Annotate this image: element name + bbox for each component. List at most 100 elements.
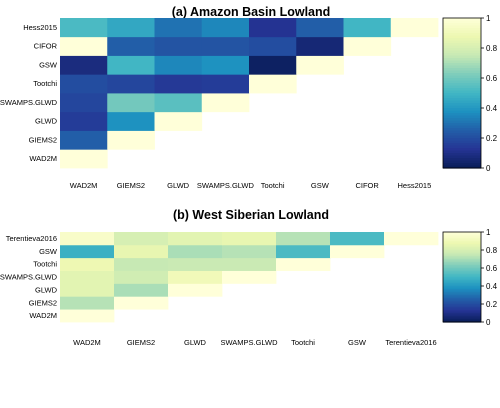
colorbar-segment bbox=[443, 290, 481, 293]
colorbar-tick-label: 1 bbox=[486, 228, 491, 237]
colorbar-segment bbox=[443, 298, 481, 301]
colorbar-segment bbox=[443, 143, 481, 147]
heatmap-cell bbox=[201, 74, 250, 94]
heatmap-cell bbox=[60, 309, 115, 323]
colorbar-segment bbox=[443, 311, 481, 314]
colorbar-tick-label: 0.2 bbox=[486, 300, 498, 309]
colorbar-segment bbox=[443, 160, 481, 164]
x-tick-label: Hess2015 bbox=[397, 181, 431, 190]
colorbar-segment bbox=[443, 257, 481, 260]
heatmap-cell bbox=[107, 93, 155, 113]
heatmap-cell bbox=[154, 93, 203, 113]
colorbar-segment bbox=[443, 316, 481, 319]
colorbar-segment bbox=[443, 266, 481, 269]
heatmap-cell bbox=[168, 257, 223, 271]
heatmap-cell bbox=[114, 257, 169, 271]
y-tick-label: GSW bbox=[39, 60, 58, 69]
heatmap-cell bbox=[60, 244, 115, 259]
heatmap-cell bbox=[114, 296, 169, 310]
colorbar-tick-label: 0 bbox=[486, 318, 491, 327]
heatmap-cell bbox=[343, 18, 392, 38]
colorbar-segment bbox=[443, 239, 481, 242]
colorbar-segment bbox=[443, 128, 481, 132]
y-tick-label: Hess2015 bbox=[23, 23, 57, 32]
colorbar-segment bbox=[443, 245, 481, 248]
heatmap-cell bbox=[222, 257, 277, 271]
heatmap-cell bbox=[384, 232, 439, 246]
colorbar-segment bbox=[443, 247, 481, 250]
colorbar-segment bbox=[443, 35, 481, 39]
colorbar-segment bbox=[443, 103, 481, 107]
colorbar-segment bbox=[443, 115, 481, 119]
colorbar-segment bbox=[443, 238, 481, 241]
colorbar-segment bbox=[443, 18, 481, 22]
colorbar-segment bbox=[443, 293, 481, 296]
colorbar-segment bbox=[443, 73, 481, 77]
heatmap-cell bbox=[107, 130, 155, 150]
colorbar-segment bbox=[443, 236, 481, 239]
heatmap-cell bbox=[201, 36, 250, 56]
colorbar-segment bbox=[443, 60, 481, 64]
colorbar-segment bbox=[443, 40, 481, 44]
colorbar-frame bbox=[442, 17, 482, 169]
colorbar-segment bbox=[443, 20, 481, 24]
colorbar-tick-label: 0 bbox=[486, 164, 491, 173]
colorbar-tick-label: 0.6 bbox=[486, 264, 498, 273]
colorbar-segment bbox=[443, 248, 481, 251]
panel-amazon: (a) Amazon Basin Lowland WAD2M GIEMS2 GLWD… bbox=[0, 5, 498, 190]
heatmap-cell bbox=[201, 93, 250, 113]
colorbar-segment bbox=[443, 241, 481, 244]
colorbar-tick-label: 0.4 bbox=[486, 282, 498, 291]
heatmap-cell bbox=[107, 111, 155, 131]
colorbar-segment bbox=[443, 135, 481, 139]
colorbar-segment bbox=[443, 280, 481, 283]
colorbar-segment bbox=[443, 95, 481, 99]
colorbar-segment bbox=[443, 253, 481, 256]
colorbar-segment bbox=[443, 110, 481, 114]
colorbar-segment bbox=[443, 108, 481, 112]
colorbar-segment bbox=[443, 254, 481, 257]
colorbar-segment bbox=[443, 268, 481, 271]
colorbar-segment bbox=[443, 138, 481, 142]
colorbar-segment bbox=[443, 58, 481, 62]
colorbar-segment bbox=[443, 88, 481, 92]
y-tick-label: GIEMS2 bbox=[29, 135, 57, 144]
x-tick-label: Tootchi bbox=[261, 181, 285, 190]
x-tick-label: Terentieva2016 bbox=[385, 338, 436, 347]
colorbar-segment bbox=[443, 256, 481, 259]
heatmap-cell bbox=[249, 55, 297, 75]
panel-title: (a) Amazon Basin Lowland bbox=[172, 5, 331, 19]
colorbar-segment bbox=[443, 272, 481, 275]
heatmap-cell bbox=[60, 74, 108, 94]
colorbar-segment bbox=[443, 30, 481, 34]
colorbar-segment bbox=[443, 33, 481, 37]
colorbar-segment bbox=[443, 292, 481, 295]
x-tick-label: GSW bbox=[348, 338, 367, 347]
colorbar-segment bbox=[443, 319, 481, 322]
x-tick-label: GIEMS2 bbox=[117, 181, 145, 190]
colorbar-segment bbox=[443, 313, 481, 316]
colorbar-segment bbox=[443, 80, 481, 84]
heatmap-cell bbox=[107, 74, 155, 94]
colorbar-segment bbox=[443, 38, 481, 42]
colorbar-segment bbox=[443, 130, 481, 134]
colorbar-segment bbox=[443, 75, 481, 79]
heatmap-cell bbox=[60, 232, 115, 246]
heatmap-cell bbox=[154, 55, 203, 75]
colorbar-segment bbox=[443, 263, 481, 266]
colorbar-segment bbox=[443, 65, 481, 69]
heatmap-cell bbox=[390, 18, 439, 38]
colorbar-segment bbox=[443, 23, 481, 27]
heatmap-cell bbox=[60, 149, 108, 169]
colorbar-segment bbox=[443, 242, 481, 245]
colorbar-segment bbox=[443, 83, 481, 87]
colorbar-segment bbox=[443, 314, 481, 317]
colorbar-segment bbox=[443, 274, 481, 277]
colorbar-segment bbox=[443, 262, 481, 265]
colorbar-tick-label: 0.6 bbox=[486, 74, 498, 83]
y-tick-label: GIEMS2 bbox=[29, 298, 57, 307]
colorbar-segment bbox=[443, 305, 481, 308]
heatmap-cell bbox=[201, 55, 250, 75]
heatmap-cell bbox=[296, 55, 344, 75]
